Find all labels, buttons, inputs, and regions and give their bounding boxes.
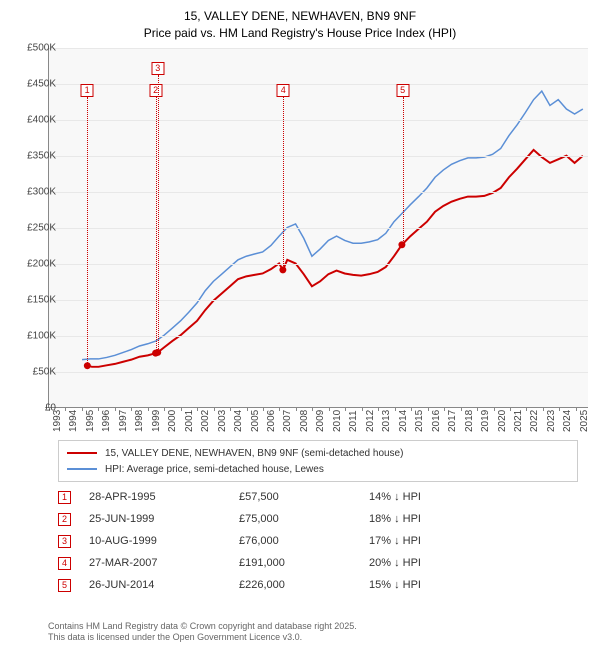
chart-marker-3: 3 [151,62,164,75]
transaction-date: 25-JUN-1999 [89,513,239,525]
x-axis-label: 1994 [68,410,79,432]
transaction-marker: 3 [58,535,71,548]
footer-line2: This data is licensed under the Open Gov… [48,632,357,644]
x-axis-label: 2006 [266,410,277,432]
x-axis-label: 2020 [497,410,508,432]
x-axis-label: 1999 [151,410,162,432]
transaction-diff: 15% ↓ HPI [369,579,489,591]
y-axis-label: £200K [12,259,56,270]
y-axis-label: £450K [12,79,56,90]
transaction-price: £75,000 [239,513,369,525]
transaction-diff: 18% ↓ HPI [369,513,489,525]
x-axis-label: 2013 [381,410,392,432]
x-axis-label: 2021 [513,410,524,432]
transaction-diff: 20% ↓ HPI [369,557,489,569]
chart-title-block: 15, VALLEY DENE, NEWHAVEN, BN9 9NF Price… [0,0,600,46]
x-axis-label: 2003 [217,410,228,432]
x-axis-label: 2018 [464,410,475,432]
x-axis-label: 2015 [414,410,425,432]
x-axis-label: 2019 [480,410,491,432]
x-axis-label: 2002 [200,410,211,432]
x-axis-label: 2010 [332,410,343,432]
title-subtitle: Price paid vs. HM Land Registry's House … [0,25,600,42]
transaction-row: 5 26-JUN-2014£226,00015% ↓ HPI [58,574,578,596]
title-address: 15, VALLEY DENE, NEWHAVEN, BN9 9NF [0,8,600,25]
y-axis-label: £100K [12,331,56,342]
transactions-table: 1 28-APR-1995£57,50014% ↓ HPI 2 25-JUN-1999… [58,486,578,596]
legend-swatch [67,452,97,454]
transaction-date: 27-MAR-2007 [89,557,239,569]
transaction-marker: 2 [58,513,71,526]
transaction-row: 3 10-AUG-1999£76,00017% ↓ HPI [58,530,578,552]
y-axis-label: £400K [12,115,56,126]
x-axis-label: 2012 [365,410,376,432]
chart-marker-5: 5 [396,84,409,97]
x-axis-label: 2014 [398,410,409,432]
transaction-row: 4 27-MAR-2007£191,00020% ↓ HPI [58,552,578,574]
y-axis-label: £0 [12,403,56,414]
x-axis-label: 2024 [562,410,573,432]
transaction-marker: 1 [58,491,71,504]
x-axis-label: 2005 [250,410,261,432]
x-axis-label: 2022 [529,410,540,432]
transaction-diff: 17% ↓ HPI [369,535,489,547]
y-axis-label: £350K [12,151,56,162]
legend-row: 15, VALLEY DENE, NEWHAVEN, BN9 9NF (semi… [67,445,569,461]
x-axis-label: 2000 [167,410,178,432]
chart-marker-4: 4 [277,84,290,97]
y-axis-label: £150K [12,295,56,306]
chart-marker-1: 1 [81,84,94,97]
transaction-marker: 4 [58,557,71,570]
transaction-price: £57,500 [239,491,369,503]
legend-label: 15, VALLEY DENE, NEWHAVEN, BN9 9NF (semi… [105,448,403,459]
transaction-price: £226,000 [239,579,369,591]
transaction-row: 1 28-APR-1995£57,50014% ↓ HPI [58,486,578,508]
x-axis-label: 2011 [348,410,359,432]
y-axis-label: £300K [12,187,56,198]
x-axis-label: 1998 [134,410,145,432]
x-axis-label: 2025 [579,410,590,432]
transaction-row: 2 25-JUN-1999£75,00018% ↓ HPI [58,508,578,530]
y-axis-label: £250K [12,223,56,234]
legend-label: HPI: Average price, semi-detached house,… [105,464,324,475]
x-axis-label: 2007 [282,410,293,432]
sale-point [84,362,91,369]
sale-point [398,241,405,248]
sale-point [279,266,286,273]
x-axis-label: 2004 [233,410,244,432]
x-axis-label: 2017 [447,410,458,432]
x-axis-label: 1995 [85,410,96,432]
footer-line1: Contains HM Land Registry data © Crown c… [48,621,357,633]
legend-swatch [67,468,97,470]
transaction-price: £76,000 [239,535,369,547]
x-axis-label: 1997 [118,410,129,432]
transaction-diff: 14% ↓ HPI [369,491,489,503]
transaction-marker: 5 [58,579,71,592]
price-chart: 1 2 3 4 5 [48,48,588,408]
footer-credits: Contains HM Land Registry data © Crown c… [48,621,357,644]
series-property [87,150,583,367]
transaction-date: 10-AUG-1999 [89,535,239,547]
x-axis-label: 2016 [431,410,442,432]
chart-marker-2: 2 [149,84,162,97]
transaction-date: 26-JUN-2014 [89,579,239,591]
y-axis-label: £50K [12,367,56,378]
x-axis-label: 1993 [52,410,63,432]
x-axis-label: 2001 [184,410,195,432]
legend-row: HPI: Average price, semi-detached house,… [67,461,569,477]
y-axis-label: £500K [12,43,56,54]
transaction-date: 28-APR-1995 [89,491,239,503]
x-axis-label: 1996 [101,410,112,432]
transaction-price: £191,000 [239,557,369,569]
legend-box: 15, VALLEY DENE, NEWHAVEN, BN9 9NF (semi… [58,440,578,482]
x-axis-label: 2023 [546,410,557,432]
x-axis-label: 2008 [299,410,310,432]
x-axis-label: 2009 [315,410,326,432]
